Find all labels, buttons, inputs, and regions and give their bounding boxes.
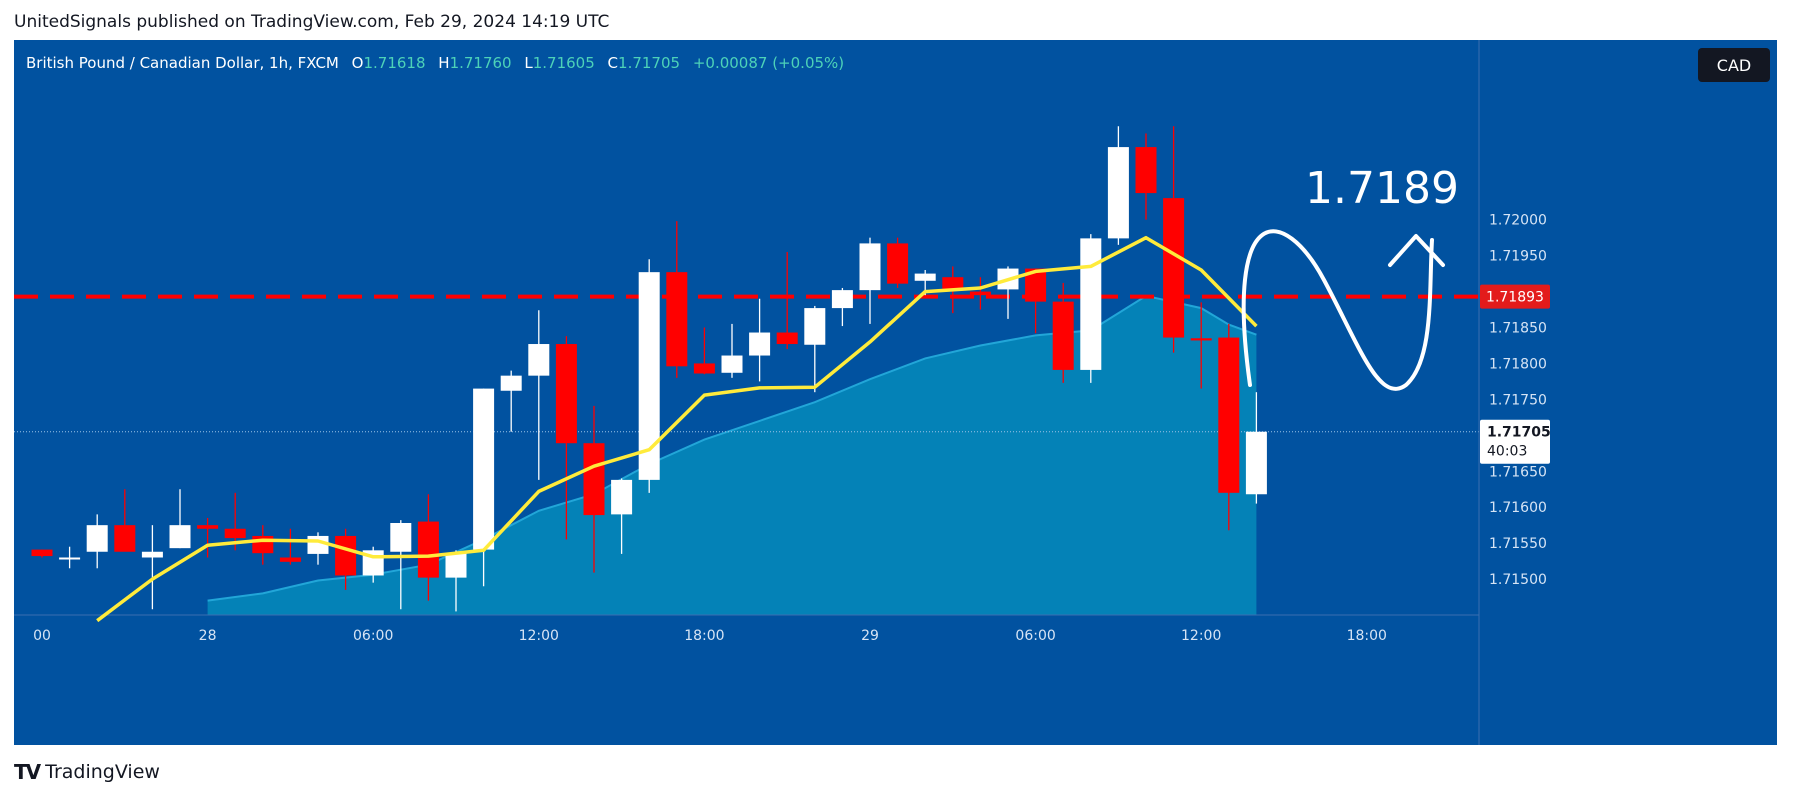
last-price-label: 1.71705 — [1487, 425, 1551, 441]
open-label: O — [351, 54, 364, 72]
candle-body — [859, 243, 881, 291]
candle-body — [59, 557, 81, 560]
candle-body — [804, 308, 826, 345]
chart-panel[interactable]: 1.7189 1.71500 1.71550 1.71600 1.71650 1.717… — [14, 40, 1777, 745]
candle-body — [528, 344, 550, 376]
symbol-legend: British Pound / Canadian Dollar, 1h, FXC… — [26, 54, 844, 72]
candle-body — [86, 525, 108, 552]
candle-body — [1190, 338, 1212, 341]
level-price-badge — [1480, 284, 1550, 309]
price-tick-label: 1.71950 — [1489, 249, 1547, 265]
time-tick-label: 18:00 — [1347, 628, 1387, 644]
candle-body — [1245, 431, 1267, 495]
price-tick-label: 1.71500 — [1489, 572, 1547, 588]
candle-body — [555, 344, 577, 444]
candle-body — [1135, 147, 1157, 194]
time-tick-label: 12:00 — [1181, 628, 1221, 644]
candle-body — [224, 528, 246, 539]
candle-body — [390, 523, 412, 552]
close-value: 1.71705 — [618, 54, 681, 72]
candle-body — [197, 525, 219, 529]
close-label: C — [607, 54, 619, 72]
moving-average-line — [96, 235, 1258, 623]
projection-arrowhead-icon — [1388, 234, 1445, 267]
candle-body — [969, 291, 991, 296]
time-tick-label: 29 — [861, 628, 879, 644]
change-value: +0.00087 (+0.05%) — [692, 54, 845, 72]
price-tick-label: 1.71600 — [1489, 500, 1547, 516]
candle-body — [914, 273, 936, 281]
price-tick-label: 1.72000 — [1489, 213, 1547, 229]
price-tick-label: 1.71800 — [1489, 356, 1547, 372]
high-value: 1.71760 — [449, 54, 512, 72]
time-tick-label: 12:00 — [519, 628, 559, 644]
candle-body — [279, 557, 301, 562]
low-label: L — [524, 54, 533, 72]
projection-curve — [1241, 229, 1434, 391]
time-tick-label: 06:00 — [353, 628, 393, 644]
candle-body — [1163, 198, 1185, 338]
tradingview-logo-icon: TV — [14, 760, 41, 784]
candle-body — [417, 521, 439, 578]
time-tick-label: 28 — [199, 628, 217, 644]
candle-body — [114, 525, 136, 552]
candle-body — [335, 535, 357, 576]
candle-body — [666, 272, 688, 367]
candle-body — [611, 479, 633, 515]
candle-body — [887, 243, 909, 284]
price-tick-label: 1.71550 — [1489, 536, 1547, 552]
area-outline — [207, 294, 1257, 602]
price-tick-label: 1.71750 — [1489, 392, 1547, 408]
candle-body — [1218, 337, 1240, 493]
time-tick-label: 18:00 — [684, 628, 724, 644]
symbol-name[interactable]: British Pound / Canadian Dollar, 1h, FXC… — [26, 54, 339, 72]
time-tick-label: 00 — [33, 628, 51, 644]
currency-button[interactable]: CAD — [1698, 48, 1770, 82]
high-label: H — [438, 54, 450, 72]
candle-body — [1025, 268, 1047, 302]
candle-body — [445, 553, 467, 578]
candle-body — [693, 363, 715, 374]
tradingview-footer[interactable]: TV TradingView — [14, 760, 160, 784]
candle-body — [1052, 301, 1074, 370]
price-tick-label: 1.71650 — [1489, 464, 1547, 480]
candle-body — [749, 332, 771, 356]
area-fill — [207, 295, 1257, 615]
candle-body — [169, 525, 191, 549]
candle-body — [583, 443, 605, 516]
bar-countdown-label: 40:03 — [1487, 444, 1527, 460]
tradingview-brand: TradingView — [45, 761, 160, 783]
open-value: 1.71618 — [363, 54, 426, 72]
level-price-label: 1.71893 — [1486, 290, 1544, 306]
candle-body — [31, 549, 53, 557]
candle-body — [942, 277, 964, 291]
candle-body — [500, 375, 522, 391]
price-chart[interactable]: 1.7189 1.71500 1.71550 1.71600 1.71650 1.717… — [14, 40, 1777, 745]
candle-body — [473, 388, 495, 550]
price-tick-label: 1.71850 — [1489, 321, 1547, 337]
candle-body — [1080, 238, 1102, 370]
candle-body — [638, 272, 660, 480]
candle-body — [721, 355, 743, 373]
target-price-annotation: 1.7189 — [1305, 163, 1459, 214]
low-value: 1.71605 — [532, 54, 595, 72]
last-price-badge — [1480, 419, 1550, 464]
candle-body — [1107, 147, 1129, 239]
candle-body — [776, 332, 798, 345]
publish-info: UnitedSignals published on TradingView.c… — [14, 12, 610, 32]
candle-body — [141, 551, 163, 558]
time-tick-label: 06:00 — [1015, 628, 1055, 644]
candle-body — [831, 290, 853, 309]
